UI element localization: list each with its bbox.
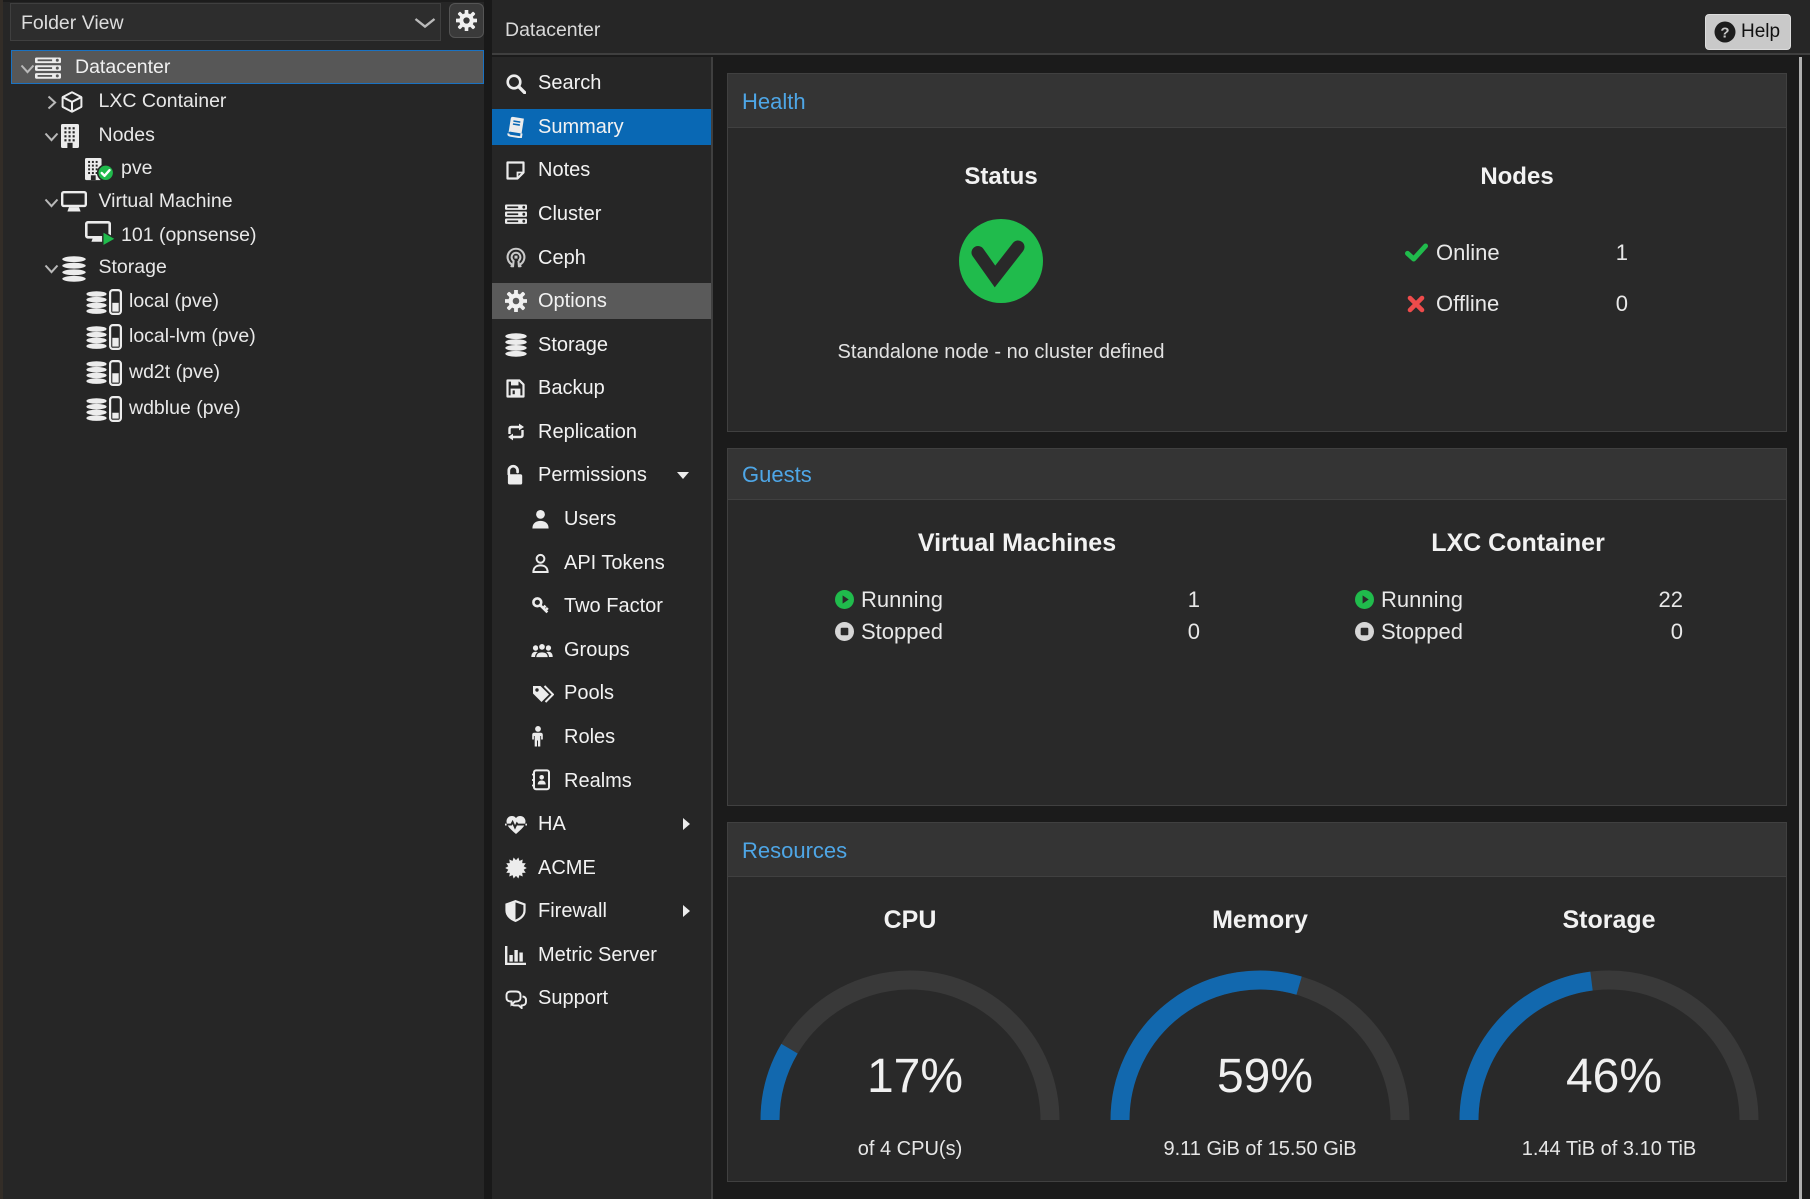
svg-text:?: ? <box>1720 24 1729 41</box>
